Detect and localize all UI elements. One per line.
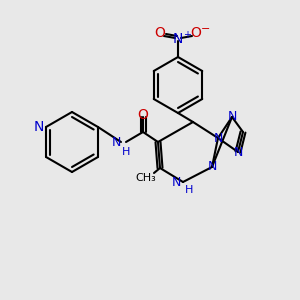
Text: H: H	[122, 147, 130, 157]
Text: N: N	[213, 131, 223, 145]
Text: O: O	[154, 26, 165, 40]
Text: H: H	[185, 185, 194, 195]
Text: N: N	[207, 160, 217, 173]
Text: N: N	[112, 136, 121, 148]
Text: N: N	[173, 32, 183, 46]
Text: N: N	[172, 176, 181, 188]
Text: −: −	[201, 24, 210, 34]
Text: O: O	[138, 108, 148, 122]
Text: N: N	[34, 120, 44, 134]
Text: N: N	[227, 110, 237, 124]
Text: O: O	[190, 26, 201, 40]
Text: N: N	[233, 146, 243, 158]
Text: +: +	[183, 30, 191, 40]
Text: CH₃: CH₃	[136, 173, 156, 183]
